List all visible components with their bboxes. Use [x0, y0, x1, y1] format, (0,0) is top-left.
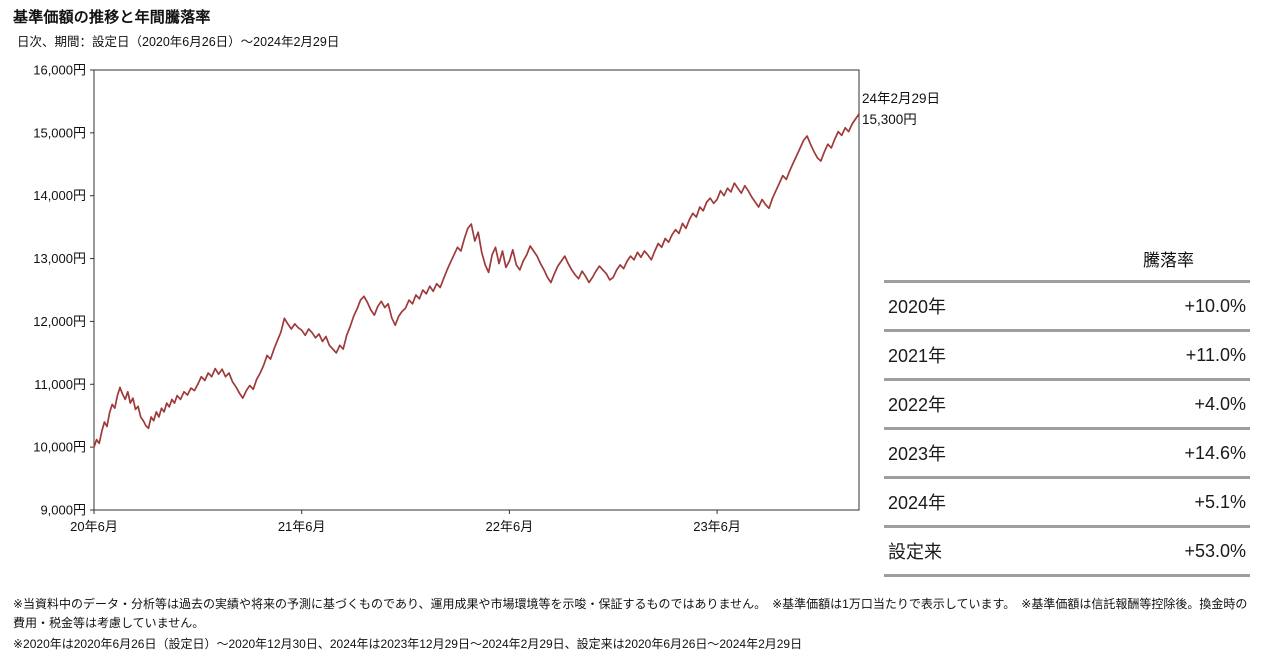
nav-chart: 16,000円 15,000円 14,000円 13,000円 12,000円 11,00… — [14, 58, 974, 568]
y-tick-label: 11,000円 — [34, 377, 86, 392]
y-tick-label: 14,000円 — [33, 188, 86, 203]
x-tick-label: 22年6月 — [486, 519, 534, 534]
return-value: +14.6% — [1184, 442, 1246, 463]
return-row: 2020年 +10.0% — [884, 280, 1250, 329]
return-row: 2023年 +14.6% — [884, 427, 1250, 476]
latest-price: 15,300円 — [862, 112, 917, 127]
y-tick-label: 15,000円 — [33, 125, 86, 140]
return-year: 2020年 — [888, 297, 947, 317]
return-table: 騰落率 2020年 +10.0% 2021年 +11.0% 2022年 +4.0% 2023… — [884, 244, 1250, 577]
return-year: 2022年 — [888, 395, 947, 415]
return-year: 2021年 — [888, 346, 947, 366]
x-tick-label: 21年6月 — [278, 519, 326, 534]
return-year: 2023年 — [888, 444, 947, 464]
footnote-2: ※2020年は2020年6月26日（設定日）～2020年12月30日、2024年… — [13, 636, 803, 651]
return-value: +53.0% — [1184, 540, 1246, 561]
plot-frame — [93, 69, 860, 511]
latest-value-annotation: 24年2月29日 15,300円 — [862, 88, 940, 130]
y-tick-label: 13,000円 — [33, 251, 86, 266]
return-value: +5.1% — [1194, 491, 1246, 512]
return-row: 2024年 +5.1% — [884, 476, 1250, 525]
page-subtitle: 日次、期間：設定日（2020年6月26日）～2024年2月29日 — [17, 35, 340, 49]
return-row: 2021年 +11.0% — [884, 329, 1250, 378]
page-title: 基準価額の推移と年間騰落率 — [13, 9, 211, 26]
footnote-1: ※当資料中のデータ・分析等は過去の実績や将来の予測に基づくものであり、運用成果や… — [13, 597, 1248, 631]
x-tick-label: 23年6月 — [693, 519, 741, 534]
return-year: 2024年 — [888, 493, 947, 513]
y-tick-label: 16,000円 — [33, 63, 86, 78]
footnotes: ※当資料中のデータ・分析等は過去の実績や将来の予測に基づくものであり、運用成果や… — [13, 595, 1249, 655]
return-row: 設定来 +53.0% — [884, 525, 1250, 577]
return-value: +10.0% — [1184, 295, 1246, 316]
return-value: +11.0% — [1185, 344, 1246, 365]
return-table-header: 騰落率 — [1143, 251, 1194, 270]
x-tick-label: 20年6月 — [70, 519, 118, 534]
y-tick-label: 12,000円 — [33, 314, 86, 329]
latest-date: 24年2月29日 — [862, 91, 941, 106]
return-year: 設定来 — [888, 542, 942, 562]
return-table-rows: 2020年 +10.0% 2021年 +11.0% 2022年 +4.0% 2023年 +14… — [884, 280, 1250, 577]
nav-line — [93, 113, 860, 448]
return-row: 2022年 +4.0% — [884, 378, 1250, 427]
y-tick-label: 10,000円 — [33, 440, 86, 455]
nav-line-chart: 16,000円 15,000円 14,000円 13,000円 12,000円 11,00… — [33, 63, 860, 534]
y-tick-label: 9,000円 — [40, 503, 86, 518]
return-value: +4.0% — [1194, 393, 1246, 414]
